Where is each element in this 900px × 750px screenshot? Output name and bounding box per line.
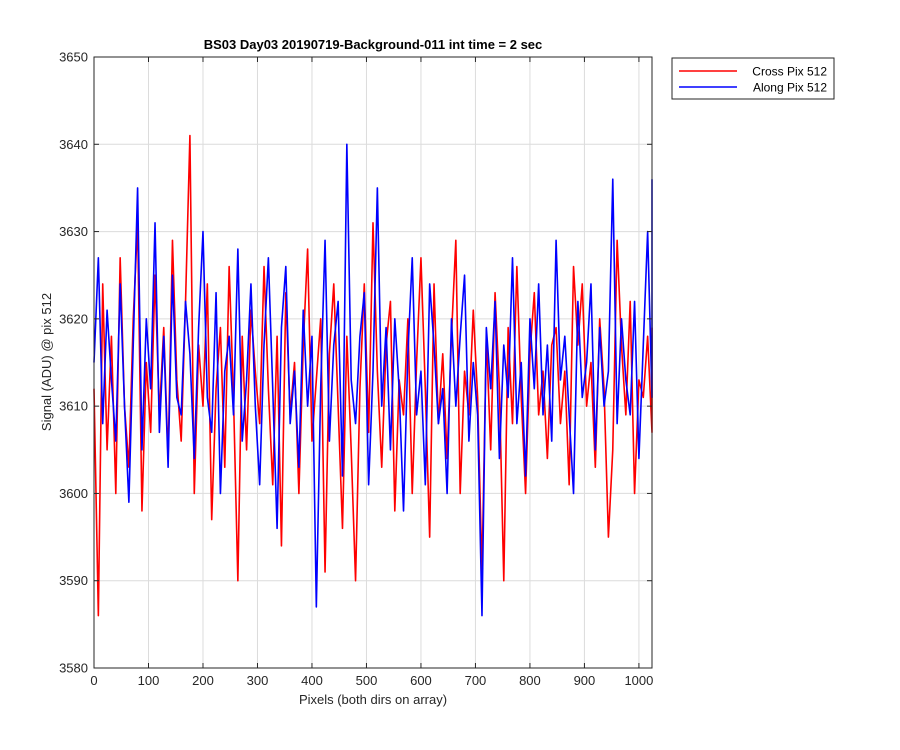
x-tick-label: 700 bbox=[465, 673, 487, 688]
y-tick-label: 3590 bbox=[59, 573, 88, 588]
x-tick-label: 0 bbox=[90, 673, 97, 688]
x-tick-label: 300 bbox=[247, 673, 269, 688]
x-tick-label: 400 bbox=[301, 673, 323, 688]
x-axis-label: Pixels (both dirs on array) bbox=[299, 692, 447, 707]
x-tick-label: 500 bbox=[356, 673, 378, 688]
y-tick-label: 3580 bbox=[59, 661, 88, 676]
x-tick-label: 1000 bbox=[624, 673, 653, 688]
legend-label: Along Pix 512 bbox=[753, 81, 827, 95]
x-tick-label: 100 bbox=[138, 673, 160, 688]
x-tick-label: 900 bbox=[574, 673, 596, 688]
legend-label: Cross Pix 512 bbox=[752, 65, 827, 79]
legend-box bbox=[671, 57, 835, 100]
legend[interactable]: Cross Pix 512 Along Pix 512 bbox=[671, 57, 835, 100]
x-tick-label: 600 bbox=[410, 673, 432, 688]
x-tick-label: 800 bbox=[519, 673, 541, 688]
y-tick-label: 3620 bbox=[59, 311, 88, 326]
y-axis-label: Signal (ADU) @ pix 512 bbox=[39, 293, 54, 431]
y-tick-label: 3640 bbox=[59, 137, 88, 152]
y-tick-label: 3610 bbox=[59, 399, 88, 414]
plot-frame bbox=[93, 56, 653, 669]
chart-title: BS03 Day03 20190719-Background-011 int t… bbox=[204, 37, 543, 52]
series-line-along-pix-512 bbox=[93, 143, 653, 617]
x-axis: 0 100 200 300 400 500 600 700 800 900 1000 bbox=[90, 57, 653, 688]
x-tick-label: 200 bbox=[192, 673, 214, 688]
y-tick-label: 3650 bbox=[59, 50, 88, 65]
y-axis: 3580 3590 3600 3610 3620 3630 3640 3650 bbox=[59, 50, 652, 676]
y-tick-label: 3630 bbox=[59, 224, 88, 239]
y-tick-label: 3600 bbox=[59, 486, 88, 501]
series-layer bbox=[93, 134, 653, 617]
